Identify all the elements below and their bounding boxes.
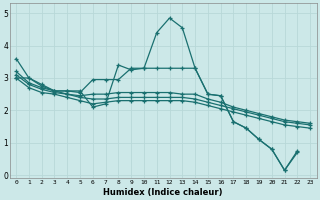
X-axis label: Humidex (Indice chaleur): Humidex (Indice chaleur) — [103, 188, 223, 197]
